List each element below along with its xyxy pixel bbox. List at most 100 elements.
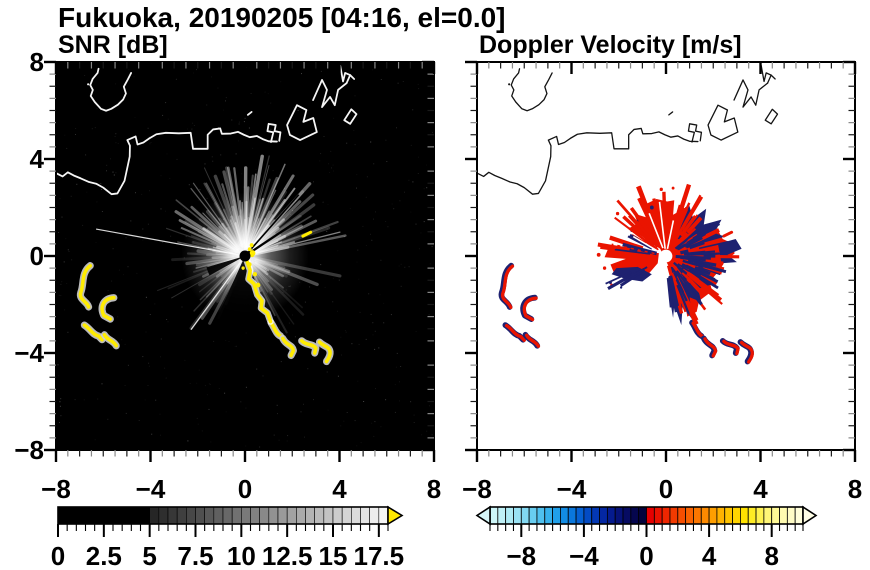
x-tick-label: −4 <box>136 474 166 504</box>
snr-colorbar-cell <box>305 506 315 525</box>
speckle-dot <box>309 286 311 288</box>
speckle-dot <box>328 163 330 165</box>
snr-colorbar-cell <box>277 506 288 525</box>
navy-spike <box>680 249 689 255</box>
red-spike <box>681 196 704 230</box>
echo-arc-offset <box>722 339 740 356</box>
white-gap-ray <box>658 201 666 249</box>
speckle-dot <box>166 153 168 155</box>
snr-streak <box>245 197 256 249</box>
speckle-dot <box>165 102 167 104</box>
speckle-dot <box>400 366 402 367</box>
speckle-dot <box>175 78 177 80</box>
harbor-pier-path <box>764 108 779 125</box>
speckle-dot <box>425 164 427 166</box>
speckle-dot <box>383 302 385 304</box>
navy-spike <box>694 266 711 276</box>
speckle-dot <box>159 413 161 415</box>
snr-streak <box>174 210 239 253</box>
red-spike <box>685 216 703 234</box>
snr-colorbar-cell <box>268 506 279 525</box>
speckle-dot <box>176 158 178 160</box>
velocity-colorbar-cell <box>716 506 726 525</box>
snr-streak <box>197 231 240 254</box>
snr-streak <box>247 164 270 247</box>
velocity-colorbar: −8 −4 0 4 8 <box>475 505 818 570</box>
snr-streak <box>250 214 274 247</box>
speckle-dot <box>385 221 387 222</box>
snr-streak <box>238 215 245 246</box>
speckle-dot <box>431 246 433 248</box>
snr-colorbar-cell <box>259 506 270 525</box>
speckle-dot <box>400 263 402 265</box>
speckle-dot <box>115 83 117 85</box>
speckle-dot <box>191 128 193 130</box>
speckle-dot <box>117 316 119 318</box>
snr-streak <box>205 182 241 247</box>
snr-streak <box>207 258 235 268</box>
speckle-dot <box>356 261 358 263</box>
speckle-dot <box>160 356 161 358</box>
speckle-dot <box>396 352 398 354</box>
speckle-dot <box>118 269 120 271</box>
echo-arc-yellow <box>82 323 104 342</box>
velocity-colorbar-cell <box>755 506 765 525</box>
navy-spike <box>701 252 720 256</box>
snr-streak <box>200 262 241 320</box>
velocity-colorbar-cell <box>560 506 569 525</box>
velocity-colorbar-cell <box>771 506 780 525</box>
white-gap-ray <box>632 235 659 252</box>
speckle-dot <box>162 241 164 243</box>
navy-spike <box>684 281 703 306</box>
speckle-dot <box>368 293 370 295</box>
snr-streak <box>255 234 287 252</box>
red-speck <box>659 187 663 192</box>
speckle-dot <box>332 170 334 172</box>
speckle-dot <box>179 228 181 230</box>
snr-streak <box>252 259 284 278</box>
speckle-dot <box>127 266 129 268</box>
snr-streak <box>253 203 316 251</box>
harbor-pier-path <box>312 79 348 109</box>
snr-streak <box>247 155 270 246</box>
speckle-dot <box>149 314 151 315</box>
speckle-dot <box>395 366 397 368</box>
speckle-dot <box>199 189 201 191</box>
speckle-dot <box>372 334 374 336</box>
speckle-dot <box>378 347 380 349</box>
velocity-colorbar-cell <box>513 506 522 525</box>
speckle-dot <box>206 394 208 396</box>
speckle-dot <box>125 412 127 414</box>
snr-streak <box>229 219 242 247</box>
speckle-dot <box>187 128 189 130</box>
snr-colorbar-label: 17.5 <box>354 541 405 570</box>
speckle-dot <box>420 232 422 234</box>
snr-streak <box>239 209 246 248</box>
speckle-dot <box>372 322 374 324</box>
snr-colorbar-cell <box>250 506 260 525</box>
speckle-dot <box>61 281 63 283</box>
speckle-dot <box>97 398 99 400</box>
speckle-dot <box>320 70 322 72</box>
navy-spike <box>689 240 705 250</box>
snr-streak <box>252 226 331 255</box>
snr-streak <box>221 222 242 251</box>
snr-colorbar-cell <box>176 506 187 525</box>
speckle-dot <box>415 223 417 225</box>
navy-spike <box>688 232 707 245</box>
speckle-dot <box>96 108 98 110</box>
snr-streak <box>213 174 243 247</box>
speckle-dot <box>187 440 189 442</box>
snr-streak <box>251 234 347 256</box>
x-tick-label: 4 <box>753 474 768 504</box>
snr-streak <box>171 259 239 299</box>
y-tick-label: −4 <box>14 338 44 368</box>
snr-streak <box>195 256 238 267</box>
red-spike <box>679 215 697 237</box>
velocity-colorbar-cell <box>583 506 593 525</box>
y-tick-label: 8 <box>30 47 44 77</box>
speckle-dot <box>357 249 359 251</box>
snr-colorbar: 0 2.5 5 7.5 10 12.5 15 17.5 <box>51 505 405 570</box>
speckle-dot <box>60 295 62 297</box>
echo-arc-offset <box>739 340 754 364</box>
